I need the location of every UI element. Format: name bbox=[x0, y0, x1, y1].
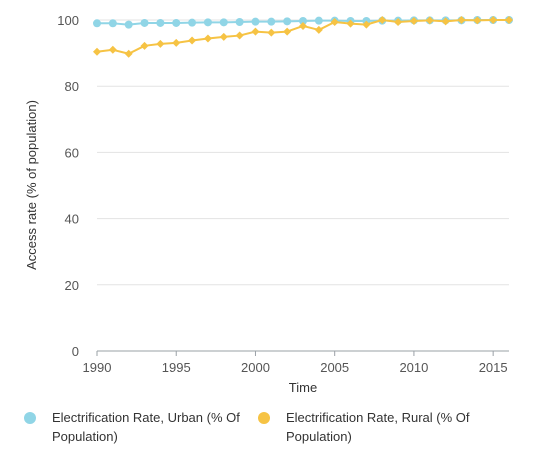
data-point-rural-2000 bbox=[251, 27, 260, 36]
data-point-rural-2007 bbox=[362, 20, 371, 29]
urban-legend-label: Electrification Rate, Urban (% Of Popula… bbox=[52, 410, 240, 444]
data-point-urban-2000 bbox=[251, 17, 260, 26]
data-point-urban-2001 bbox=[267, 17, 276, 26]
y-tick-label-20: 20 bbox=[65, 278, 79, 293]
data-point-rural-2016 bbox=[505, 16, 513, 24]
x-axis-title: Time bbox=[289, 380, 317, 395]
data-point-rural-1998 bbox=[219, 32, 228, 41]
data-point-rural-1993 bbox=[140, 41, 149, 50]
data-point-urban-1997 bbox=[203, 18, 212, 27]
data-point-urban-1999 bbox=[235, 17, 244, 26]
data-point-urban-2003 bbox=[299, 16, 307, 25]
y-tick-label-100: 100 bbox=[57, 13, 79, 28]
data-point-urban-1995 bbox=[172, 18, 181, 27]
series-layer bbox=[93, 16, 513, 58]
data-point-rural-1994 bbox=[156, 39, 165, 48]
data-point-rural-2010 bbox=[409, 16, 418, 25]
data-point-urban-2004 bbox=[314, 16, 323, 25]
y-tick-label-60: 60 bbox=[65, 145, 79, 160]
data-point-rural-1999 bbox=[235, 31, 244, 40]
data-point-rural-2006 bbox=[346, 19, 355, 28]
grid-lines bbox=[97, 19, 509, 352]
data-point-rural-2005 bbox=[330, 17, 339, 26]
data-point-urban-1990 bbox=[93, 19, 101, 28]
data-point-rural-1991 bbox=[108, 45, 117, 54]
x-tick-label-1990: 1990 bbox=[83, 360, 112, 375]
data-point-rural-1995 bbox=[172, 38, 181, 47]
legend-item-rural[interactable]: Electrification Rate, Rural (% Of Popula… bbox=[258, 408, 478, 446]
rural-legend-marker bbox=[258, 412, 270, 424]
data-point-rural-2009 bbox=[394, 17, 403, 26]
y-tick-label-80: 80 bbox=[65, 79, 79, 94]
data-point-rural-2003 bbox=[299, 21, 307, 30]
line-chart: 0 20 40 60 80 100 1990 1995 2000 2005 2010 2015 Acc… bbox=[24, 13, 513, 395]
data-point-rural-2002 bbox=[283, 27, 292, 36]
data-point-rural-1996 bbox=[188, 36, 197, 45]
y-tick-label-40: 40 bbox=[65, 212, 79, 227]
y-axis-title: Access rate (% of population) bbox=[24, 100, 39, 270]
data-point-urban-2002 bbox=[283, 17, 292, 26]
data-point-urban-1991 bbox=[108, 19, 117, 28]
data-point-rural-1992 bbox=[124, 49, 133, 58]
axes: 0 20 40 60 80 100 1990 1995 2000 2005 2010 2015 bbox=[57, 13, 507, 375]
x-tick-label-2015: 2015 bbox=[479, 360, 508, 375]
legend-item-urban[interactable]: Electrification Rate, Urban (% Of Popula… bbox=[24, 408, 244, 446]
data-point-rural-2011 bbox=[425, 16, 434, 25]
data-point-urban-1994 bbox=[156, 18, 165, 27]
data-point-urban-1998 bbox=[219, 18, 228, 27]
y-tick-label-0: 0 bbox=[72, 344, 79, 359]
data-point-rural-2012 bbox=[441, 17, 450, 26]
data-point-rural-2014 bbox=[473, 16, 482, 25]
x-tick-label-1995: 1995 bbox=[162, 360, 191, 375]
x-tick-label-2000: 2000 bbox=[241, 360, 270, 375]
data-point-rural-1997 bbox=[203, 34, 212, 43]
data-point-rural-2004 bbox=[314, 25, 323, 34]
legend: Electrification Rate, Urban (% Of Popula… bbox=[0, 408, 533, 458]
data-point-urban-1993 bbox=[140, 18, 149, 27]
data-point-urban-1996 bbox=[188, 18, 197, 27]
data-point-rural-2008 bbox=[378, 16, 387, 24]
x-tick-label-2005: 2005 bbox=[320, 360, 349, 375]
urban-legend-marker bbox=[24, 412, 36, 424]
series-rural bbox=[93, 16, 513, 58]
rural-legend-label: Electrification Rate, Rural (% Of Popula… bbox=[286, 410, 470, 444]
x-tick-label-2010: 2010 bbox=[399, 360, 428, 375]
data-point-rural-2001 bbox=[267, 28, 276, 37]
data-point-urban-1992 bbox=[124, 20, 133, 29]
data-point-rural-2013 bbox=[457, 16, 466, 24]
data-point-rural-1990 bbox=[93, 47, 101, 56]
data-point-rural-2015 bbox=[489, 16, 498, 24]
